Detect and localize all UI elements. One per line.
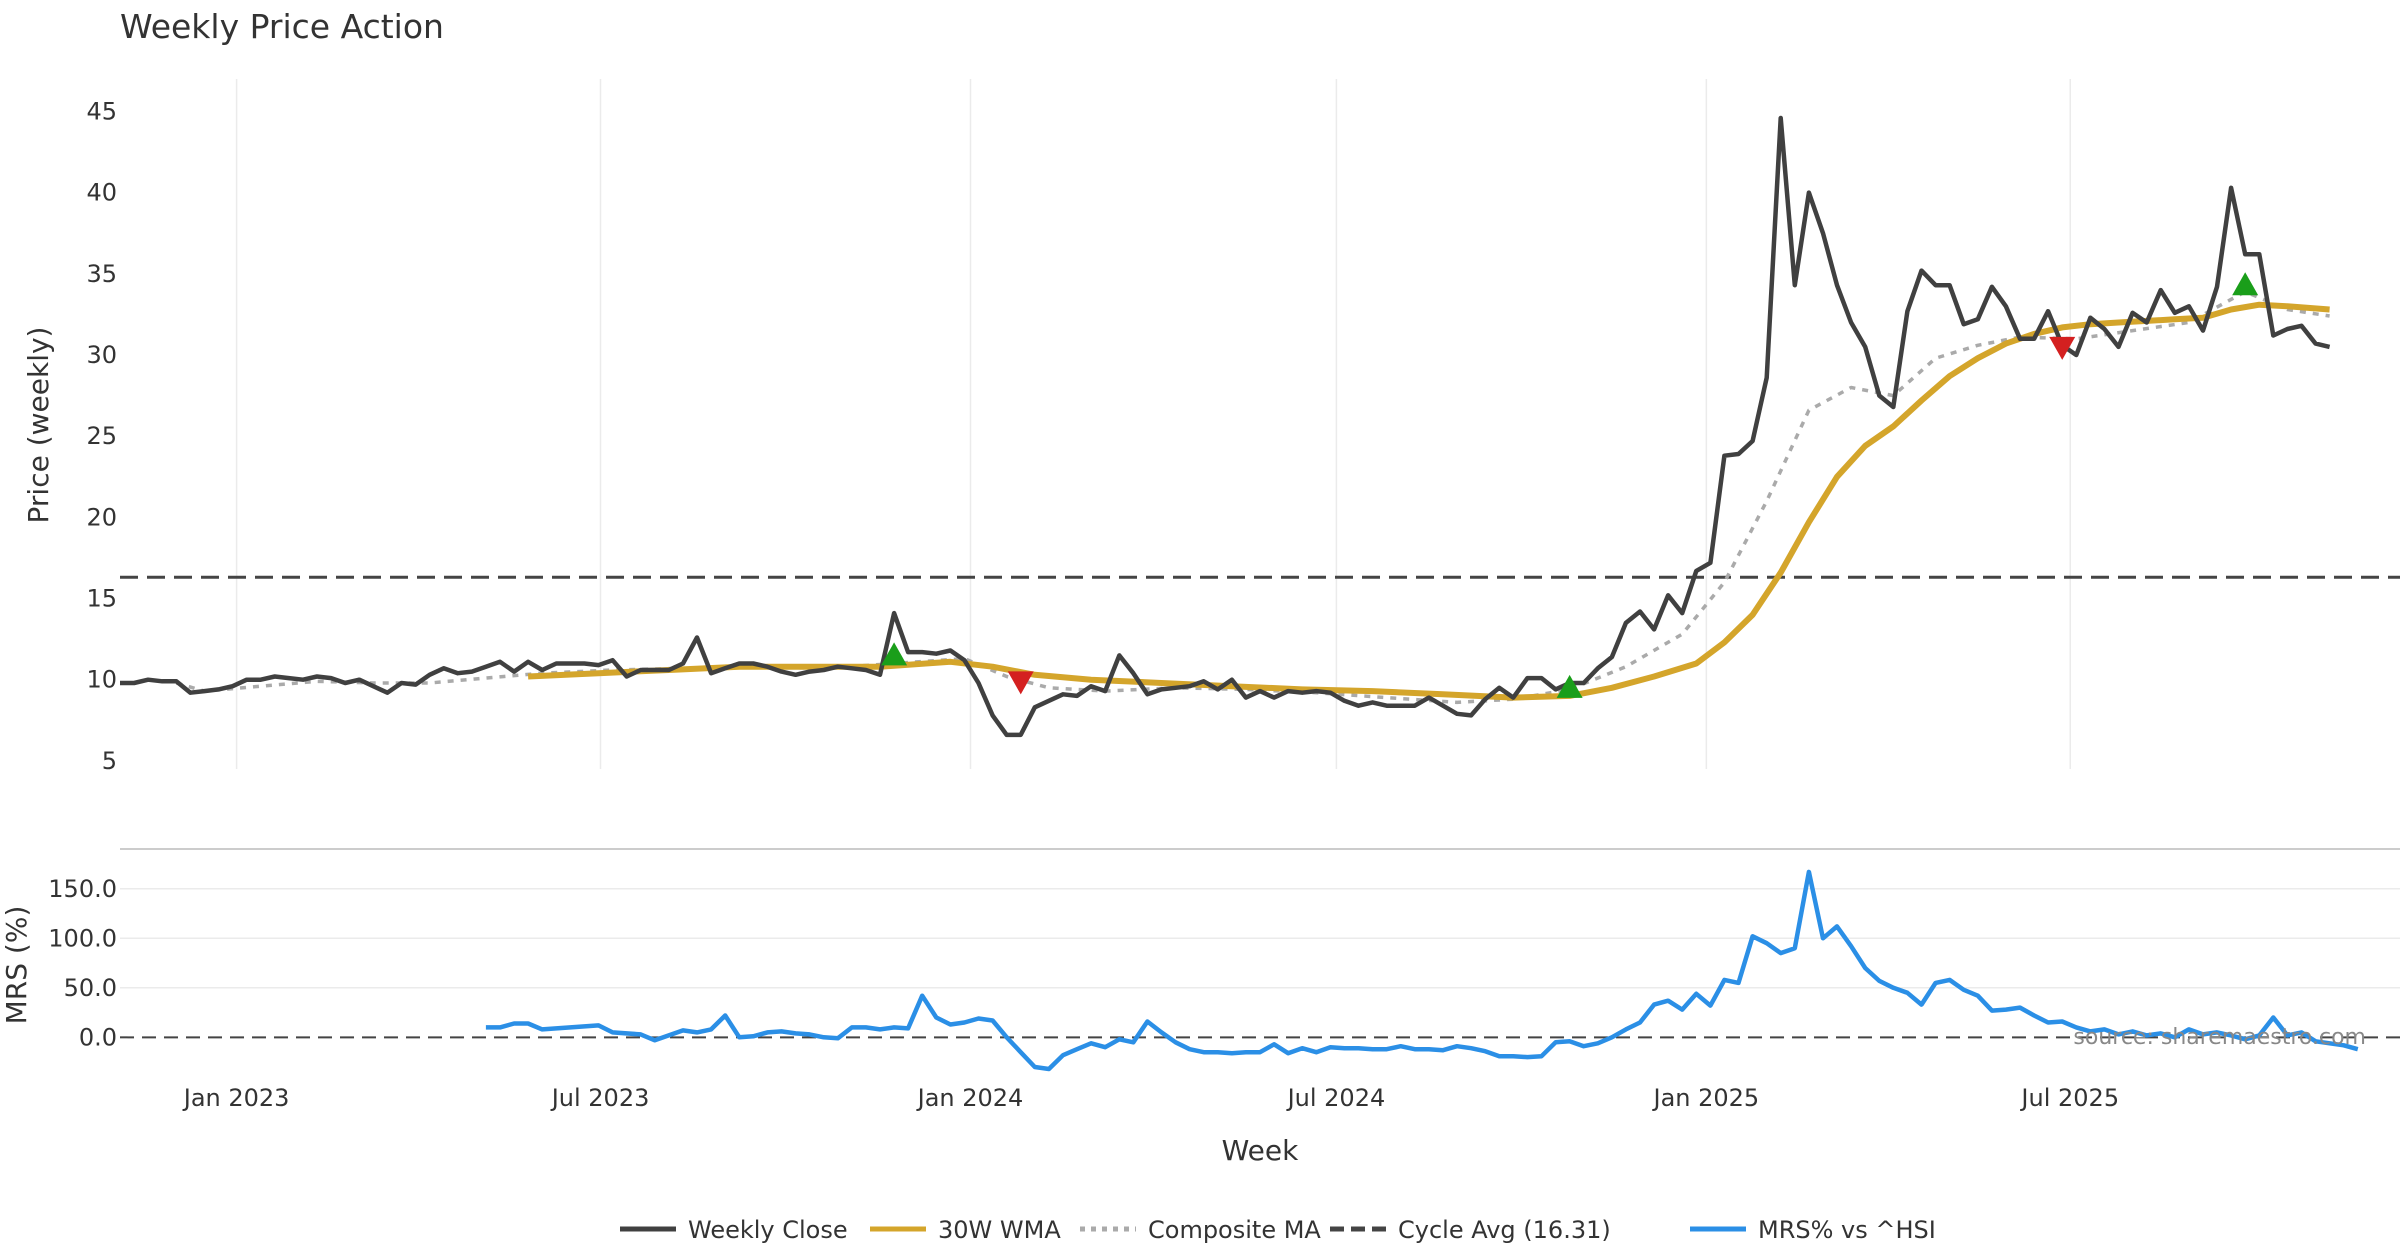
price-y-ticks: 5 10 15 20 25 30 35 40 45 <box>86 97 117 774</box>
mrs-y-tick-label: 0.0 <box>79 1023 117 1051</box>
legend-label: Composite MA <box>1148 1216 1321 1244</box>
price-series <box>120 115 2331 738</box>
price-y-tick-label: 25 <box>86 422 117 450</box>
mrs-panel: 150.0 100.0 50.0 0.0 MRS (%) source: sharem… <box>0 869 2400 1072</box>
price-y-axis-label: Price (weekly) <box>22 327 55 524</box>
x-tick-label: Jan 2023 <box>182 1084 290 1112</box>
mrs-y-ticks: 150.0 100.0 50.0 0.0 <box>48 875 117 1052</box>
price-grid <box>235 79 2072 769</box>
series-line-mrs <box>485 869 2359 1072</box>
source-text: source: sharemaestro.com <box>2073 1025 2366 1050</box>
price-y-tick-label: 10 <box>86 666 117 694</box>
legend-label: MRS% vs ^HSI <box>1758 1216 1936 1244</box>
legend-label: Weekly Close <box>688 1216 848 1244</box>
sell-signal-marker <box>1007 671 1034 695</box>
price-y-tick-label: 15 <box>86 585 117 613</box>
buy-signal-marker <box>881 642 908 666</box>
chart-title: Weekly Price Action <box>120 7 444 46</box>
signal-markers <box>881 272 2259 698</box>
buy-signal-marker <box>1556 674 1583 698</box>
legend: Weekly Close 30W WMA Composite MA Cycle Avg… <box>620 1216 1936 1244</box>
mrs-y-tick-label: 100.0 <box>48 924 117 952</box>
price-y-tick-label: 5 <box>102 747 117 775</box>
mrs-y-tick-label: 150.0 <box>48 875 117 903</box>
x-tick-label: Jul 2025 <box>2019 1084 2119 1112</box>
legend-label: 30W WMA <box>938 1216 1061 1244</box>
buy-signal-marker <box>2232 272 2259 296</box>
x-ticks: Jan 2023 Jul 2023 Jan 2024 Jul 2024 Jan 2025… <box>182 1084 2119 1112</box>
mrs-grid <box>120 888 2400 989</box>
x-tick-label: Jan 2024 <box>916 1084 1024 1112</box>
mrs-y-tick-label: 50.0 <box>64 974 117 1002</box>
price-y-tick-label: 45 <box>86 97 117 125</box>
mrs-series <box>485 869 2359 1072</box>
x-tick-label: Jul 2024 <box>1286 1084 1386 1112</box>
series-line-30w-wma <box>527 301 2330 701</box>
sell-signal-marker <box>2049 336 2076 360</box>
x-tick-label: Jan 2025 <box>1651 1084 1759 1112</box>
price-panel: 5 10 15 20 25 30 35 40 45 Price (weekly) <box>22 79 2400 775</box>
x-axis-label: Week <box>1222 1134 1299 1167</box>
mrs-y-axis-label: MRS (%) <box>0 906 33 1025</box>
legend-label: Cycle Avg (16.31) <box>1398 1216 1611 1244</box>
price-y-tick-label: 30 <box>86 341 117 369</box>
price-y-tick-label: 40 <box>86 179 117 207</box>
price-y-tick-label: 35 <box>86 260 117 288</box>
series-line-weekly-close <box>120 115 2331 738</box>
price-y-tick-label: 20 <box>86 503 117 531</box>
x-tick-label: Jul 2023 <box>550 1084 650 1112</box>
series-line-composite-ma <box>175 289 2330 705</box>
